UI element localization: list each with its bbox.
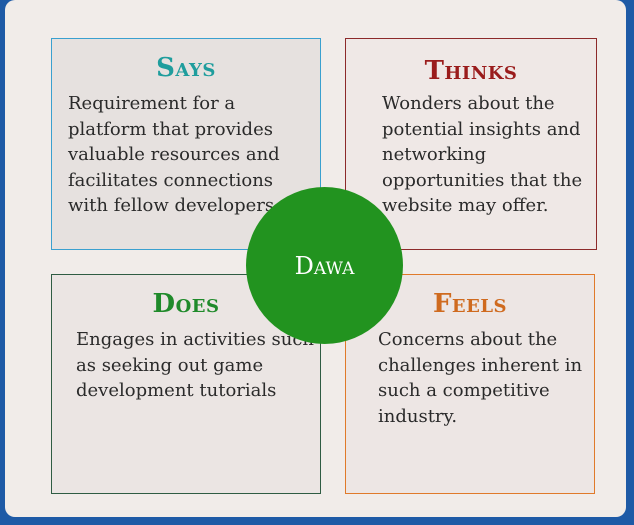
persona-circle: Dawa: [246, 187, 403, 344]
does-text: Engages in activities such as seeking ou…: [76, 329, 315, 401]
thinks-quadrant: Thinks Wonders about the potential insig…: [345, 38, 597, 250]
feels-text: Concerns about the challenges inherent i…: [378, 329, 583, 427]
says-quadrant: Says Requirement for a platform that pro…: [51, 38, 321, 250]
thinks-title: Thinks: [424, 56, 518, 86]
says-text: Requirement for a platform that provides…: [68, 93, 280, 216]
does-title: Does: [152, 289, 220, 319]
says-title: Says: [156, 53, 216, 83]
thinks-text: Wonders about the potential insights and…: [382, 93, 583, 216]
persona-name: Dawa: [294, 251, 355, 280]
feels-title: Feels: [432, 289, 508, 319]
empathy-map: Says Requirement for a platform that pro…: [5, 0, 626, 517]
